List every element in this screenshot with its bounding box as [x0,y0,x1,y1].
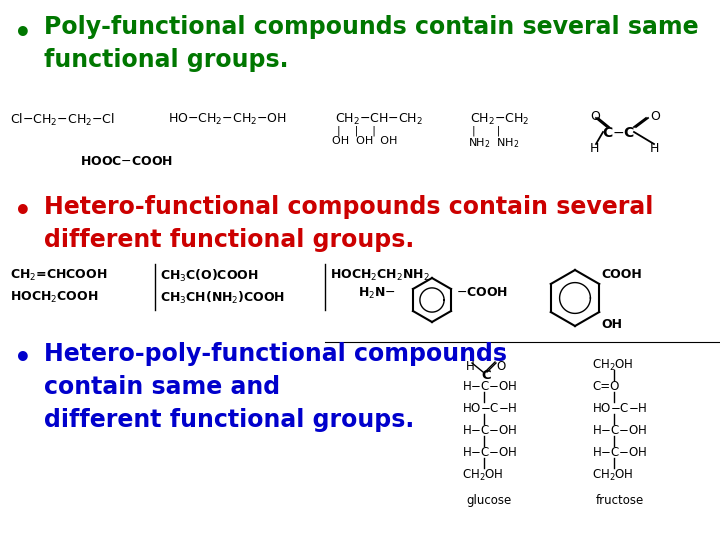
Text: NH$_2$  NH$_2$: NH$_2$ NH$_2$ [468,136,519,150]
Text: different functional groups.: different functional groups. [44,228,414,252]
Text: Poly-functional compounds contain several same: Poly-functional compounds contain severa… [44,15,698,39]
Text: H$-$C$-$OH: H$-$C$-$OH [462,446,518,459]
Text: functional groups.: functional groups. [44,48,289,72]
Text: fructose: fructose [596,494,644,507]
Text: HOCH$_2$CH$_2$NH$_2$: HOCH$_2$CH$_2$NH$_2$ [330,268,430,283]
Text: HO$-$CH$_2$$-$CH$_2$$-$OH: HO$-$CH$_2$$-$CH$_2$$-$OH [168,112,287,127]
Text: H$_2$N$-$: H$_2$N$-$ [358,286,396,301]
Text: •: • [14,198,32,226]
Text: contain same and: contain same and [44,375,280,399]
Text: CH$_2$OH: CH$_2$OH [462,468,503,483]
Text: glucose: glucose [466,494,511,507]
Text: Hetero-poly-functional compounds: Hetero-poly-functional compounds [44,342,507,366]
Text: CH$_2$$-$CH$-$CH$_2$: CH$_2$$-$CH$-$CH$_2$ [335,112,423,127]
Text: •: • [14,345,32,373]
Text: CH$_2$$-$CH$_2$: CH$_2$$-$CH$_2$ [470,112,529,127]
Text: H$-$C$-$OH: H$-$C$-$OH [462,380,518,393]
Text: H: H [466,360,474,373]
Text: COOH: COOH [601,268,642,281]
Text: C: C [481,369,490,382]
Text: OH  OH  OH: OH OH OH [332,136,397,146]
Text: different functional groups.: different functional groups. [44,408,414,432]
Text: C=O: C=O [592,380,619,393]
Text: O: O [496,360,505,373]
Text: O: O [650,110,660,123]
Text: HOCH$_2$COOH: HOCH$_2$COOH [10,290,99,305]
Text: $-$COOH: $-$COOH [456,286,508,299]
Text: CH$_2$OH: CH$_2$OH [592,358,634,373]
Text: CH$_2$=CHCOOH: CH$_2$=CHCOOH [10,268,107,283]
Text: Hetero-functional compounds contain several: Hetero-functional compounds contain seve… [44,195,653,219]
Text: |    |    |: | | | [337,126,376,137]
Text: HO$-$C$-$H: HO$-$C$-$H [462,402,518,415]
Text: |      |: | | [472,126,500,137]
Text: CH$_3$C(O)COOH: CH$_3$C(O)COOH [160,268,258,284]
Text: CH$_3$CH(NH$_2$)COOH: CH$_3$CH(NH$_2$)COOH [160,290,285,306]
Text: H$-$C$-$OH: H$-$C$-$OH [592,424,647,437]
Text: H$-$C$-$OH: H$-$C$-$OH [592,446,647,459]
Text: O: O [590,110,600,123]
Text: HOOC$-$COOH: HOOC$-$COOH [80,155,173,168]
Text: •: • [14,20,32,48]
Text: H$-$C$-$OH: H$-$C$-$OH [462,424,518,437]
Text: OH: OH [601,318,622,331]
Text: HO$-$C$-$H: HO$-$C$-$H [592,402,647,415]
Text: Cl$-$CH$_2$$-$CH$_2$$-$Cl: Cl$-$CH$_2$$-$CH$_2$$-$Cl [10,112,115,128]
Text: CH$_2$OH: CH$_2$OH [592,468,634,483]
Text: H: H [650,142,660,155]
Text: C$-$C: C$-$C [602,126,635,140]
Text: H: H [590,142,599,155]
